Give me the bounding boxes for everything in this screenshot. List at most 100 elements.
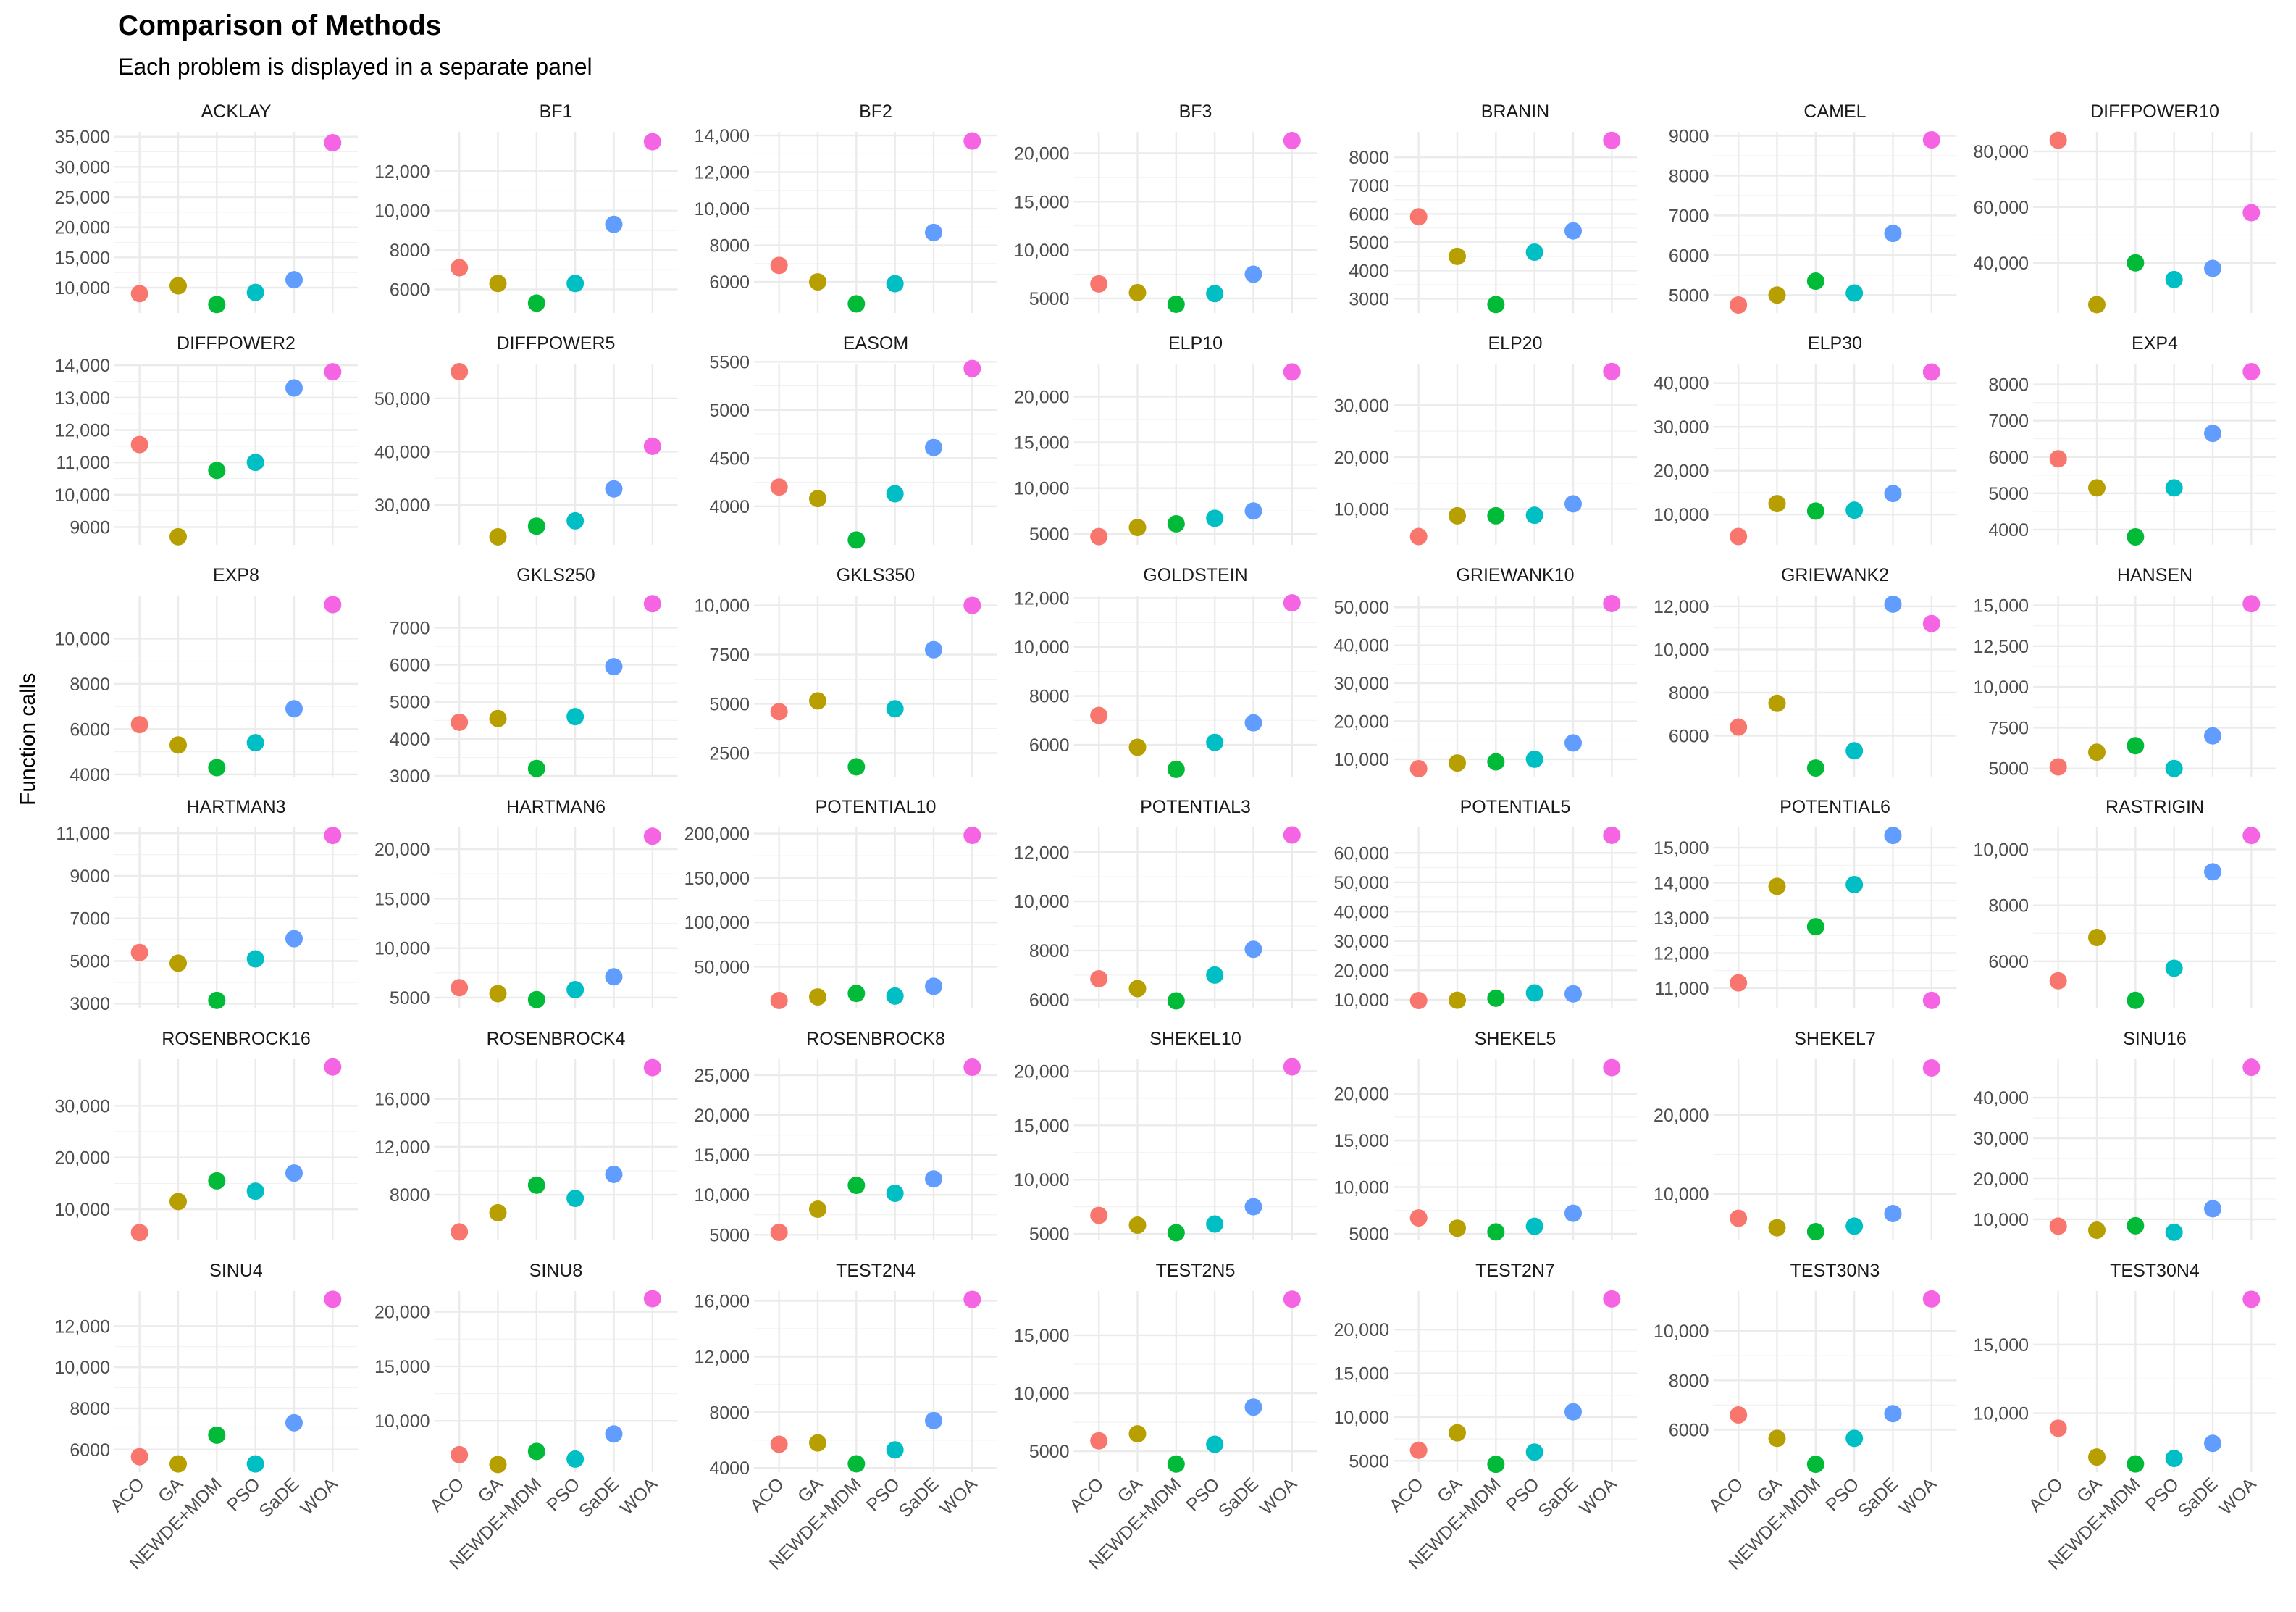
point-woa [963, 1058, 981, 1077]
panel-title: SINU4 [209, 1261, 263, 1281]
y-tick-label: 20,000 [1974, 1169, 2029, 1190]
y-tick-label: 10,000 [55, 629, 110, 649]
point-sade [1884, 1205, 1902, 1223]
point-newde-mdm [1806, 1223, 1824, 1241]
point-sade [2204, 727, 2221, 745]
point-aco [130, 716, 148, 734]
point-woa [1603, 1058, 1621, 1077]
point-newde-mdm [208, 991, 226, 1009]
panel-title: TEST2N7 [1475, 1261, 1555, 1281]
point-woa [643, 437, 661, 455]
point-woa [963, 827, 981, 845]
y-tick-label: 20,000 [1334, 1085, 1389, 1105]
y-tick-label: 10,000 [374, 1411, 430, 1432]
panel-elp20: ELP20 10,000 20,000 30,000 [1334, 333, 1637, 546]
y-tick-label: 5000 [1349, 1451, 1389, 1471]
x-tick-label: WOA [616, 1474, 661, 1519]
point-ga [1768, 877, 1786, 895]
y-tick-label: 11,000 [56, 453, 110, 473]
panel-shekel5: SHEKEL5 5000 10,000 15,000 20,000 [1334, 1029, 1637, 1245]
y-tick-label: 4500 [709, 448, 750, 469]
panel-title: ACKLAY [201, 101, 272, 122]
x-tick-label: ACO [1065, 1474, 1107, 1516]
x-tick-label: SaDE [1534, 1474, 1582, 1521]
point-aco [1409, 759, 1428, 777]
point-newde-mdm [1167, 1224, 1185, 1242]
point-sade [1244, 265, 1262, 283]
point-aco [770, 1223, 788, 1241]
point-aco [1730, 1209, 1748, 1227]
x-tick-label: WOA [937, 1474, 981, 1519]
y-tick-label: 15,000 [695, 1145, 750, 1166]
panel-potential3: POTENTIAL3 6000 8000 10,000 12,000 [1014, 797, 1317, 1011]
y-tick-label: 5000 [1349, 233, 1389, 253]
point-pso [886, 485, 904, 503]
panel-title: GRIEWANK2 [1781, 565, 1889, 585]
panel-title: EXP8 [213, 565, 259, 585]
point-ga [169, 736, 187, 754]
y-tick-label: 8000 [709, 1403, 750, 1423]
y-tick-label: 20,000 [55, 218, 110, 238]
y-tick-label: 9000 [70, 517, 110, 538]
panel-title: GRIEWANK10 [1456, 565, 1574, 585]
y-tick-label: 7000 [70, 909, 110, 930]
point-newde-mdm [1167, 295, 1185, 313]
point-aco [770, 1435, 788, 1453]
x-tick-label: SaDE [2174, 1474, 2221, 1521]
point-ga [809, 273, 826, 291]
y-tick-label: 10,000 [374, 201, 430, 222]
y-tick-label: 3000 [1349, 289, 1389, 309]
panel-goldstein: GOLDSTEIN 6000 8000 10,000 12,000 [1014, 565, 1317, 778]
y-tick-label: 10,000 [1654, 1321, 1709, 1342]
y-tick-label: 8000 [1669, 1371, 1709, 1391]
point-newde-mdm [527, 1442, 545, 1461]
point-ga [809, 490, 826, 508]
point-aco [2049, 1217, 2067, 1235]
y-tick-label: 10,000 [55, 278, 110, 298]
y-tick-label: 6000 [1349, 204, 1389, 225]
point-woa [1283, 1058, 1301, 1076]
point-ga [169, 527, 187, 546]
panel-title: BF3 [1179, 101, 1212, 122]
y-tick-label: 20,000 [374, 1303, 430, 1323]
panel-title: BF2 [859, 101, 892, 122]
point-woa [643, 595, 661, 613]
y-tick-label: 12,000 [1014, 588, 1069, 609]
y-tick-label: 10,000 [374, 939, 430, 959]
y-tick-label: 7000 [390, 618, 430, 638]
y-tick-label: 10,000 [1974, 677, 2029, 698]
panel-title: ROSENBROCK16 [162, 1029, 311, 1049]
y-tick-label: 3000 [70, 994, 110, 1014]
y-tick-label: 10,000 [55, 485, 110, 506]
y-tick-label: 40,000 [1654, 374, 1709, 394]
y-tick-label: 6000 [390, 656, 430, 676]
y-tick-label: 10,000 [1014, 479, 1069, 499]
y-tick-label: 10,000 [1974, 1404, 2029, 1424]
point-newde-mdm [208, 1426, 226, 1444]
x-tick-label: SaDE [575, 1474, 623, 1521]
panel-title: POTENTIAL5 [1460, 797, 1571, 817]
point-newde-mdm [847, 1455, 866, 1473]
panel-title: BF1 [540, 101, 573, 122]
point-pso [246, 1182, 264, 1200]
y-tick-label: 20,000 [55, 1148, 110, 1169]
x-tick-label: ACO [746, 1474, 788, 1516]
panel-title: POTENTIAL6 [1780, 797, 1890, 817]
x-tick-label: WOA [1895, 1474, 1940, 1519]
point-newde-mdm [1487, 1456, 1505, 1474]
point-pso [1845, 1429, 1864, 1448]
panel-title: TEST2N4 [836, 1261, 916, 1281]
x-tick-label: GA [1113, 1474, 1147, 1507]
y-tick-label: 15,000 [374, 889, 430, 909]
y-tick-label: 9000 [70, 866, 110, 887]
y-tick-label: 8000 [1988, 375, 2029, 396]
point-sade [925, 640, 942, 659]
y-tick-label: 20,000 [695, 1106, 750, 1126]
point-pso [1525, 506, 1543, 525]
point-woa [324, 1058, 342, 1076]
point-aco [1409, 992, 1428, 1010]
point-sade [1884, 225, 1902, 243]
point-sade [1564, 734, 1582, 752]
